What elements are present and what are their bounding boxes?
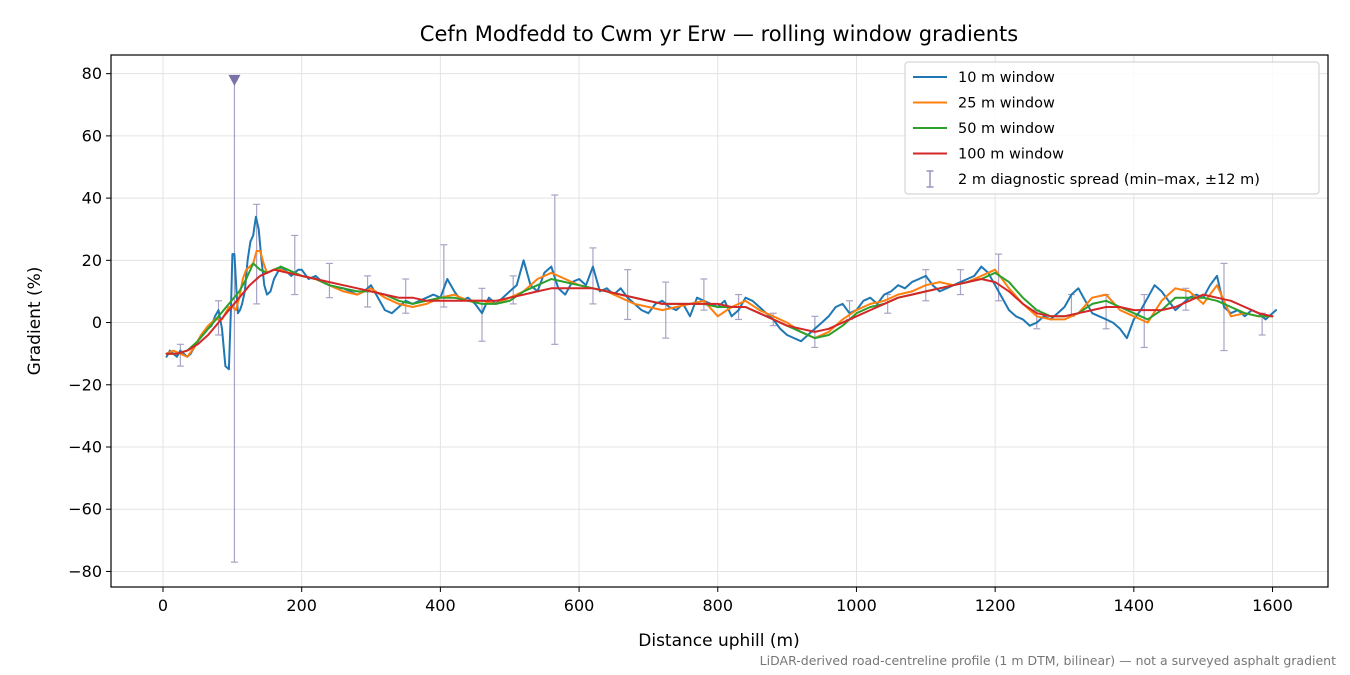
y-tick-label: −60 [68, 500, 102, 519]
x-tick-label: 600 [564, 596, 595, 615]
errorbar [214, 300, 222, 336]
grid-layer [111, 55, 1328, 587]
x-tick-label: 1600 [1252, 596, 1293, 615]
errorbar [478, 287, 486, 342]
x-tick-label: 1200 [975, 596, 1016, 615]
y-tick-label: −80 [68, 562, 102, 581]
legend-errorbar-swatch [926, 170, 934, 188]
chart-title: Cefn Modfedd to Cwm yr Erw — rolling win… [420, 22, 1018, 46]
errorbar [624, 269, 632, 321]
series-line-1 [165, 215, 1277, 371]
y-tick-label: 60 [82, 126, 102, 145]
plot-frame [110, 54, 1329, 588]
x-tick-label: 0 [158, 596, 168, 615]
legend-label: 2 m diagnostic spread (min–max, ±12 m) [958, 172, 1260, 188]
x-axis-label: Distance uphill (m) [638, 631, 799, 651]
tick-layer: 0 200 400 600 800 1000 1200 1400 1600−80−60−40−2… [68, 64, 1293, 615]
y-axis-label: Gradient (%) [25, 267, 45, 376]
legend-label: 25 m window [958, 96, 1055, 112]
footnote: LiDAR-derived road-centreline profile (1… [760, 653, 1336, 668]
y-tick-label: −40 [68, 438, 102, 457]
x-tick-label: 400 [425, 596, 456, 615]
errorbar-layer [176, 79, 1266, 563]
y-tick-label: 40 [82, 189, 102, 208]
y-tick-label: 80 [82, 64, 102, 83]
errorbar [551, 194, 559, 345]
y-tick-label: 0 [92, 313, 102, 332]
series-line-4 [165, 268, 1274, 355]
legend-label: 50 m window [958, 121, 1055, 137]
errorbar [325, 262, 333, 299]
off-scale-indicator [228, 74, 241, 86]
errorbar [402, 278, 410, 314]
x-tick-label: 1000 [836, 596, 877, 615]
legend-label: 100 m window [958, 147, 1064, 163]
errorbar [230, 79, 238, 563]
x-tick-label: 1400 [1113, 596, 1154, 615]
x-tick-label: 200 [286, 596, 317, 615]
y-tick-label: −20 [68, 375, 102, 394]
errorbar [700, 278, 708, 311]
x-tick-label: 800 [702, 596, 733, 615]
legend-label: 10 m window [958, 70, 1055, 86]
errorbar [1102, 293, 1110, 330]
legend: 10 m window 25 m window 50 m window 100 m w… [904, 61, 1320, 195]
errorbar [589, 247, 597, 305]
errorbar [1182, 287, 1190, 311]
legend-box [904, 61, 1320, 195]
y-tick-label: 20 [82, 251, 102, 270]
marker-layer [228, 74, 241, 86]
errorbar [176, 343, 184, 367]
errorbar [291, 234, 299, 296]
series-layer [165, 215, 1277, 371]
